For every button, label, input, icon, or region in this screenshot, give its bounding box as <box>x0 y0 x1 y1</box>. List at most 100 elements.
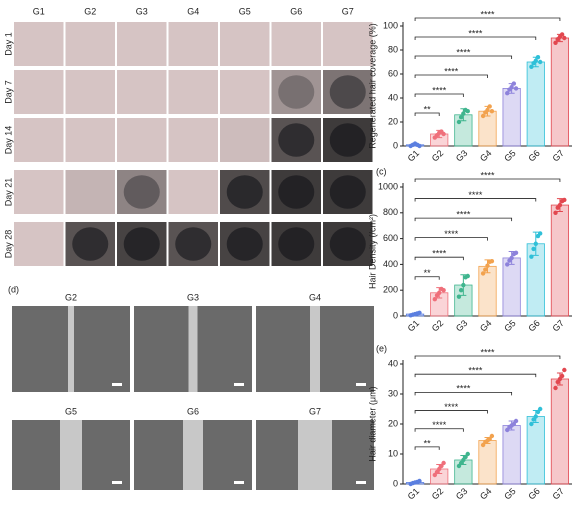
data-point <box>485 107 490 113</box>
significance-label: ** <box>424 438 432 448</box>
significance-label: **** <box>432 420 447 430</box>
bar <box>502 88 521 147</box>
y-tick-label: 200 <box>383 285 398 295</box>
data-point <box>465 273 470 279</box>
scale-bar <box>234 383 244 386</box>
significance-bracket <box>414 36 537 40</box>
column-label: G5 <box>239 6 251 16</box>
column-label: G6 <box>290 6 302 16</box>
skin-photo <box>271 22 321 66</box>
hair-patch <box>329 123 366 157</box>
x-tick-label: G5 <box>502 486 518 502</box>
row-label: Day 7 <box>3 80 13 104</box>
y-tick-label: 80 <box>388 44 398 54</box>
x-tick-label: G6 <box>526 148 542 164</box>
y-tick-label: 10 <box>388 448 398 458</box>
y-tick-label: 100 <box>383 20 398 30</box>
significance-bracket <box>414 178 561 182</box>
y-tick-label: 0 <box>393 140 398 150</box>
significance-bracket <box>414 93 464 97</box>
bar <box>550 37 570 147</box>
data-point <box>441 131 446 137</box>
significance-bracket <box>414 355 561 359</box>
data-point <box>537 231 543 236</box>
data-point <box>489 109 495 114</box>
x-tick-label: G3 <box>454 318 470 334</box>
skin-photo <box>271 70 321 114</box>
significance-label: **** <box>432 85 447 95</box>
data-point <box>456 294 462 299</box>
row-label: Day 28 <box>3 230 13 259</box>
bar <box>478 440 497 485</box>
hair-patch <box>226 227 263 261</box>
significance-bracket <box>414 428 464 432</box>
skin-photo <box>168 170 218 214</box>
data-point <box>441 460 446 466</box>
skin-photo <box>117 118 167 162</box>
data-point <box>553 385 558 391</box>
skin-photo <box>14 170 64 214</box>
data-point <box>461 282 466 288</box>
data-point <box>465 109 470 114</box>
skin-photo <box>117 70 167 114</box>
hair-patch <box>329 175 366 209</box>
data-point <box>513 418 519 424</box>
sem-label: G2 <box>65 292 77 302</box>
significance-bracket <box>414 237 488 241</box>
skin-photo <box>117 170 167 214</box>
y-tick-label: 30 <box>388 388 398 398</box>
x-tick-label: G4 <box>478 318 494 334</box>
y-tick-label: 800 <box>383 207 398 217</box>
data-point <box>417 143 422 149</box>
data-point <box>562 35 567 41</box>
significance-label: ** <box>424 268 432 278</box>
panel-label: (d) <box>8 284 19 294</box>
skin-photo <box>220 70 270 114</box>
hair-patch <box>329 75 366 109</box>
hair-patch <box>278 75 315 109</box>
data-point <box>505 91 510 96</box>
hair-patch <box>72 227 109 261</box>
sem-label: G6 <box>187 406 199 416</box>
data-point <box>511 81 517 86</box>
x-tick-label: G2 <box>430 486 446 502</box>
y-axis-label: Hair diameter (μm) <box>367 386 377 461</box>
significance-bracket <box>414 391 513 396</box>
significance-label: **** <box>480 347 495 357</box>
x-tick-label: G4 <box>478 486 494 502</box>
data-point <box>562 197 567 203</box>
bar <box>550 378 570 485</box>
scale-bar <box>234 481 244 484</box>
y-tick-label: 20 <box>388 116 398 126</box>
skin-photo <box>14 70 64 114</box>
hair-patch <box>175 227 212 261</box>
x-tick-label: G3 <box>454 486 470 502</box>
data-point <box>535 55 541 60</box>
sem-label: G3 <box>187 292 199 302</box>
column-label: G2 <box>84 6 96 16</box>
y-tick-label: 0 <box>393 310 398 320</box>
skin-photo <box>14 222 64 266</box>
significance-label: **** <box>468 366 483 376</box>
x-tick-label: G1 <box>406 148 422 164</box>
significance-bracket <box>414 55 513 59</box>
data-point <box>562 367 567 373</box>
hair-fiber <box>60 420 82 490</box>
data-point <box>461 111 466 116</box>
significance-label: **** <box>432 249 447 259</box>
sem-label: G4 <box>309 292 321 302</box>
data-point <box>509 85 514 90</box>
x-tick-label: G2 <box>430 148 446 164</box>
bar <box>502 257 521 317</box>
skin-photo <box>168 70 218 114</box>
y-tick-label: 400 <box>383 259 398 269</box>
skin-photo <box>65 70 115 114</box>
significance-bracket <box>414 373 537 378</box>
skin-photo <box>168 118 218 162</box>
data-point <box>489 433 495 439</box>
skin-photo <box>117 22 167 66</box>
panel-label: (e) <box>376 343 387 353</box>
data-point <box>505 262 510 267</box>
data-point <box>531 246 536 252</box>
column-label: G4 <box>187 6 199 16</box>
